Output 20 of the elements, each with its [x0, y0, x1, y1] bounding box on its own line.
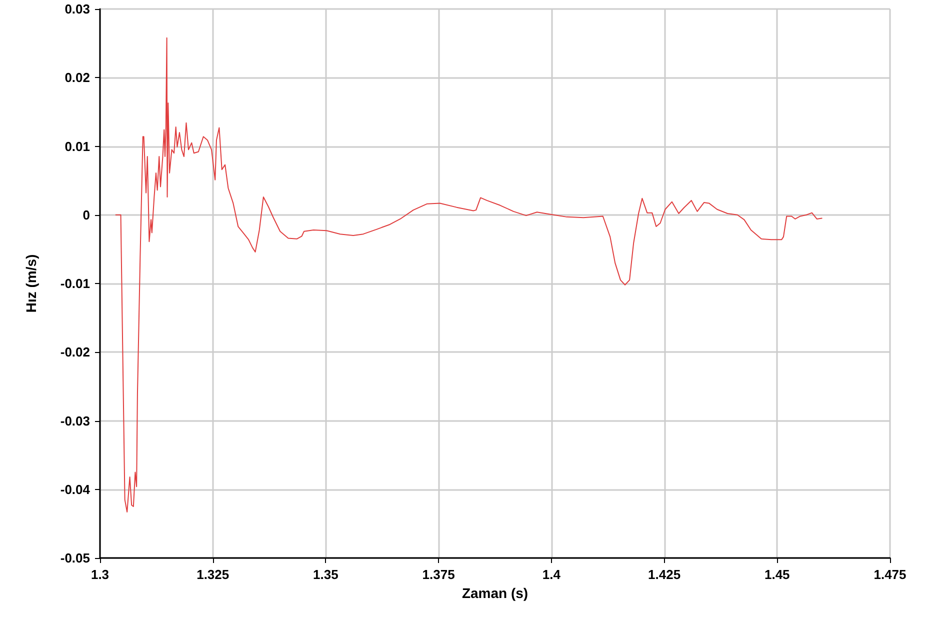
y-tick-label: -0.01 [60, 276, 90, 291]
y-axis-title: Hız (m/s) [23, 254, 39, 313]
y-tick-label: 0.03 [64, 2, 90, 16]
line-series [115, 37, 822, 513]
x-tick-label: 1.325 [196, 567, 230, 582]
x-tick-label: 1.4 [542, 567, 562, 582]
y-tick-label: 0.02 [64, 70, 90, 86]
x-tick-label: 1.375 [422, 567, 455, 582]
x-tick-label: 1.425 [648, 567, 681, 582]
y-tick-label: -0.04 [60, 482, 91, 497]
x-axis-title: Zaman (s) [462, 585, 528, 601]
y-tick-label: -0.05 [60, 550, 90, 566]
x-tick-label: 1.45 [764, 567, 790, 582]
x-tick-label: 1.475 [874, 567, 906, 582]
y-tick-label: -0.02 [60, 344, 90, 360]
x-tick-label: 1.3 [90, 567, 110, 582]
x-tick-label: 1.35 [313, 567, 338, 582]
y-tick-label: -0.03 [60, 413, 90, 428]
y-tick-label: 0 [82, 207, 90, 222]
y-tick-label: 0.01 [64, 138, 90, 154]
